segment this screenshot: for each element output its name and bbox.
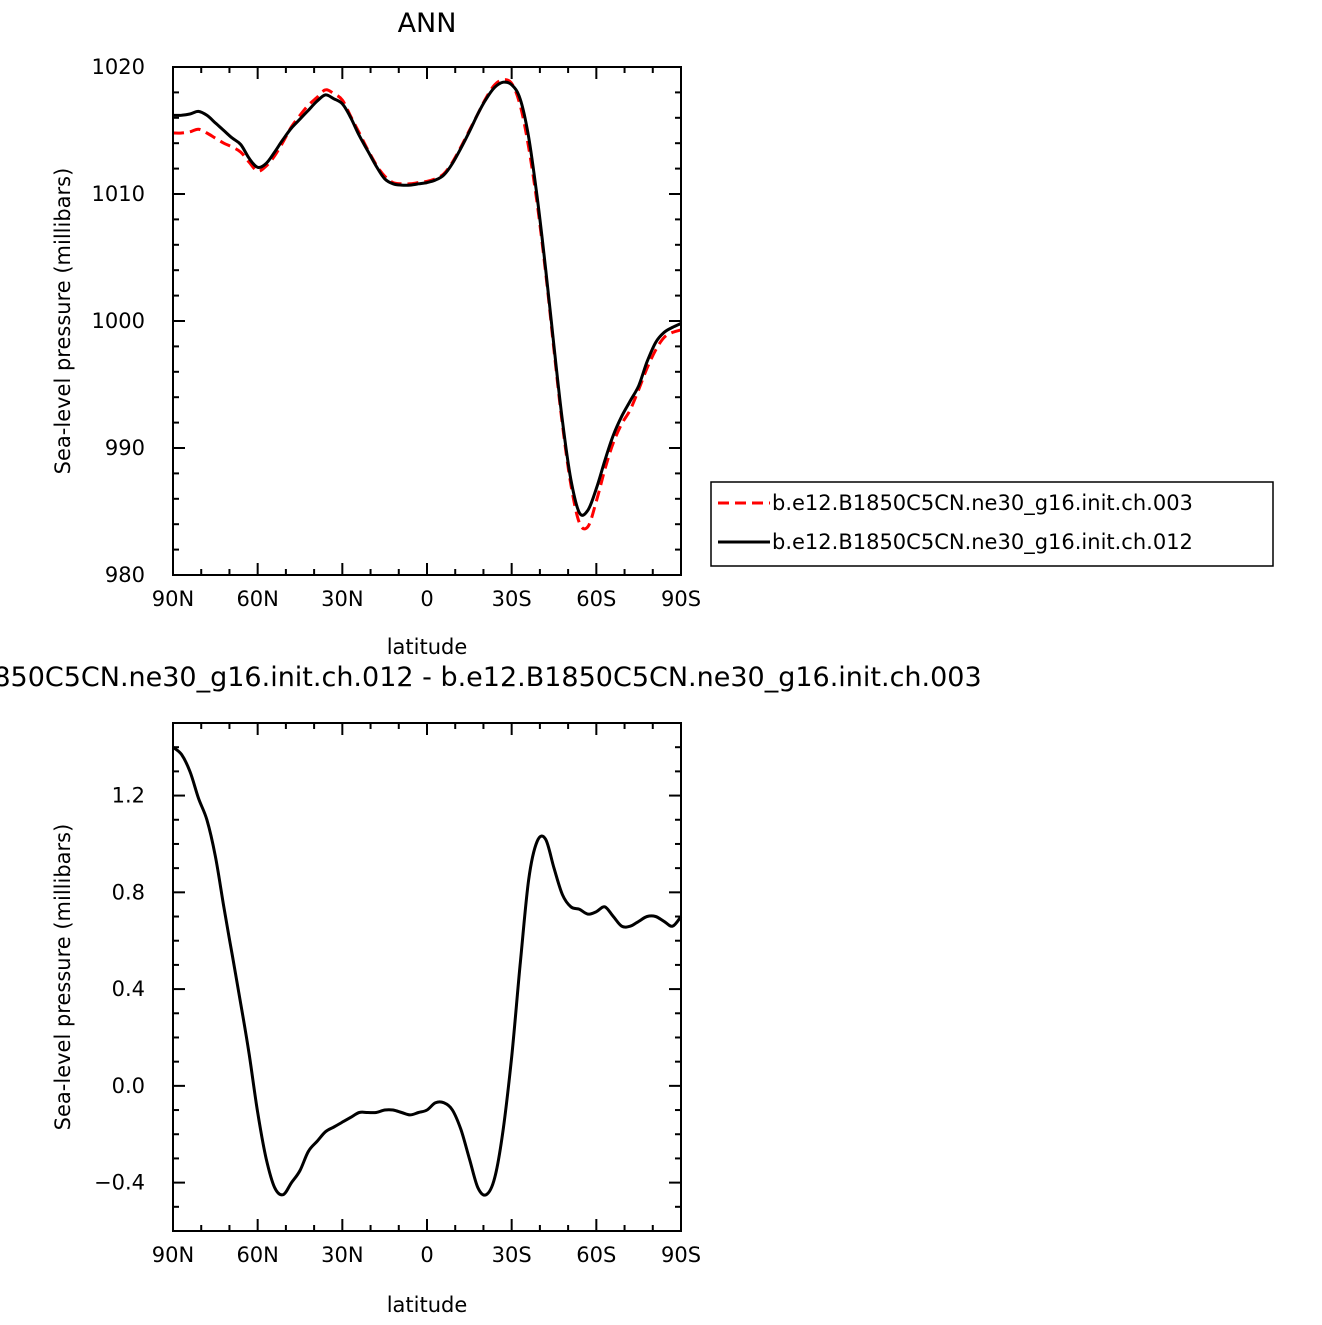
x-tick-labels: 90N 60N 30N 0 30S 60S 90S [152,587,701,611]
difference-panel: b.e12.B1850C5CN.ne30_g16.init.ch.012 - b… [0,662,982,1317]
x-tick-label: 90S [661,1243,701,1267]
legend-box [710,481,1274,567]
x-tick-label: 30N [321,587,363,611]
y-tick-label: 980 [105,563,145,587]
x-tick-label: 90S [661,587,701,611]
mean-slp-panel: ANN 90N 60N 30N 0 30S 60S 90S 980 990 1000 1010 10… [51,8,1274,659]
series-group [172,78,682,531]
x-tick-label: 90N [152,587,194,611]
x-tick-label: 60N [236,587,278,611]
x-tick-label: 30S [492,1243,532,1267]
x-axis-title: latitude [387,1293,468,1317]
x-tick-labels: 90N 60N 30N 0 30S 60S 90S [152,1243,701,1267]
y-tick-label: 1.2 [112,784,145,808]
tick-marks [172,66,682,576]
y-tick-label: 990 [105,436,145,460]
x-tick-label: 60N [236,1243,278,1267]
plot-title: ANN [398,8,457,39]
legend: b.e12.B1850C5CN.ne30_g16.init.ch.003 b.e… [710,481,1274,567]
plot-title: b.e12.B1850C5CN.ne30_g16.init.ch.012 - b… [0,662,982,693]
x-tick-label: 60S [576,1243,616,1267]
y-tick-label: 0.8 [112,880,145,904]
y-tick-label: −0.4 [94,1171,145,1195]
y-axis-title: Sea-level pressure (millibars) [51,824,75,1131]
x-tick-label: 0 [420,1243,433,1267]
y-tick-labels: 980 990 1000 1010 1020 [92,55,145,587]
y-tick-label: 0.4 [112,977,145,1001]
series-line [172,80,682,517]
plot-frame [172,722,682,1232]
x-axis-title: latitude [387,635,468,659]
y-tick-label: 1020 [92,55,145,79]
legend-label-2: b.e12.B1850C5CN.ne30_g16.init.ch.012 [772,530,1193,555]
y-tick-label: 0.0 [112,1074,145,1098]
x-tick-label: 60S [576,587,616,611]
tick-marks [172,722,682,1231]
plot-frame [172,66,682,576]
x-tick-label: 90N [152,1243,194,1267]
x-tick-label: 30N [321,1243,363,1267]
series-group [172,746,683,1197]
legend-label-1: b.e12.B1850C5CN.ne30_g16.init.ch.003 [772,491,1193,516]
series-line [172,746,683,1197]
y-tick-labels: −0.4 0.0 0.4 0.8 1.2 [94,784,145,1195]
y-tick-label: 1000 [92,309,145,333]
x-tick-label: 30S [492,587,532,611]
x-tick-label: 0 [420,587,433,611]
y-axis-title: Sea-level pressure (millibars) [51,168,75,475]
y-tick-label: 1010 [92,182,145,206]
